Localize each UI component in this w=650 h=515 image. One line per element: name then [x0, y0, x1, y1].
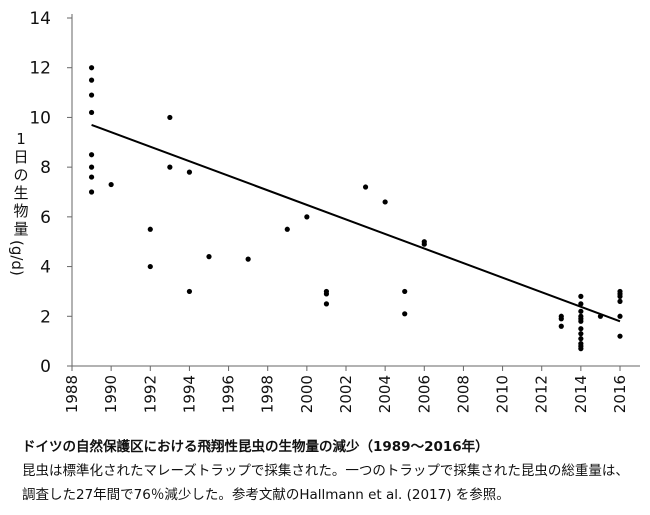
- data-point: [578, 336, 584, 342]
- caption-body: 昆虫は標準化されたマレーズトラップで採集された。一つのトラップで採集された昆虫の…: [22, 463, 629, 503]
- y-tick-label: 2: [40, 307, 51, 327]
- y-tick-label: 12: [29, 59, 51, 79]
- data-point: [558, 323, 564, 329]
- data-point: [284, 226, 290, 232]
- data-point: [578, 326, 584, 332]
- y-axis-label-char: の: [13, 166, 29, 184]
- y-axis-label-char: 1: [16, 130, 26, 148]
- data-point: [88, 65, 95, 71]
- chart-svg: 0 2 4 6 8 10 12 14 1988 1990 1992 1994 1996 1998 2000 2…: [29, 9, 640, 413]
- data-point: [323, 291, 330, 297]
- data-point: [617, 293, 623, 299]
- data-point: [88, 189, 95, 195]
- data-point: [88, 77, 95, 83]
- x-tick-label: 1996: [220, 375, 238, 413]
- data-point: [402, 311, 408, 317]
- data-point: [186, 169, 193, 175]
- data-point: [88, 92, 95, 98]
- data-point: [382, 199, 388, 205]
- x-tick-label: 2008: [454, 375, 472, 413]
- y-tick-label: 10: [29, 108, 51, 128]
- x-tick-label: 2010: [494, 375, 512, 413]
- y-tick-label: 6: [40, 208, 51, 228]
- caption-title: ドイツの自然保護区における飛翔性昆虫の生物量の減少（1989〜2016年）: [22, 439, 489, 455]
- x-tick-label: 1994: [180, 375, 198, 413]
- data-point: [88, 174, 95, 180]
- x-tick-label: 2006: [415, 375, 433, 413]
- data-point: [578, 318, 584, 324]
- x-tick-label: 2004: [376, 375, 394, 413]
- data-point: [108, 181, 114, 188]
- data-point: [578, 293, 584, 299]
- y-tick-label: 4: [40, 258, 51, 278]
- trendline: [91, 123, 621, 323]
- x-tick-label: 2016: [611, 375, 629, 413]
- x-tick-label: 1992: [141, 375, 159, 413]
- x-tick-label: 2002: [337, 375, 355, 413]
- data-point: [206, 254, 212, 260]
- data-point: [578, 308, 584, 314]
- x-tick-label: 2014: [572, 375, 590, 413]
- data-point: [304, 214, 310, 220]
- data-point: [597, 313, 604, 319]
- y-axis-label-char: 生: [13, 184, 29, 202]
- y-axis-label: 1 日の生物量 (g/d): [8, 130, 34, 276]
- data-point: [617, 333, 623, 339]
- data-point: [88, 164, 95, 170]
- data-point: [558, 316, 564, 322]
- data-point: [617, 298, 623, 304]
- x-tick-label: 2000: [298, 375, 316, 413]
- data-point: [362, 184, 369, 190]
- y-tick-label: 8: [40, 158, 51, 178]
- y-axis-label-char: 日: [13, 148, 29, 166]
- data-point: [88, 109, 95, 116]
- data-point: [617, 313, 623, 319]
- data-point: [167, 164, 173, 170]
- x-tick-label: 2012: [533, 375, 551, 413]
- data-point: [167, 114, 173, 121]
- y-tick-label: 14: [29, 9, 51, 29]
- data-point: [186, 288, 193, 295]
- data-point: [578, 301, 584, 307]
- data-point: [402, 288, 408, 295]
- x-tick-label: 1988: [63, 375, 81, 413]
- data-point: [421, 241, 427, 247]
- x-tick-label: 1990: [102, 375, 120, 413]
- y-tick-label: 0: [40, 357, 51, 377]
- y-axis-label-char: 量: [13, 220, 29, 238]
- data-point: [147, 226, 153, 232]
- data-point: [578, 346, 584, 352]
- data-point: [323, 301, 330, 307]
- y-axis-label-char: 物: [13, 202, 29, 220]
- data-point: [245, 256, 251, 262]
- x-tick-label: 1998: [259, 375, 277, 413]
- data-point: [578, 331, 584, 337]
- data-point: [147, 263, 153, 270]
- y-axis-unit: (g/d): [8, 240, 26, 276]
- data-point: [88, 152, 95, 158]
